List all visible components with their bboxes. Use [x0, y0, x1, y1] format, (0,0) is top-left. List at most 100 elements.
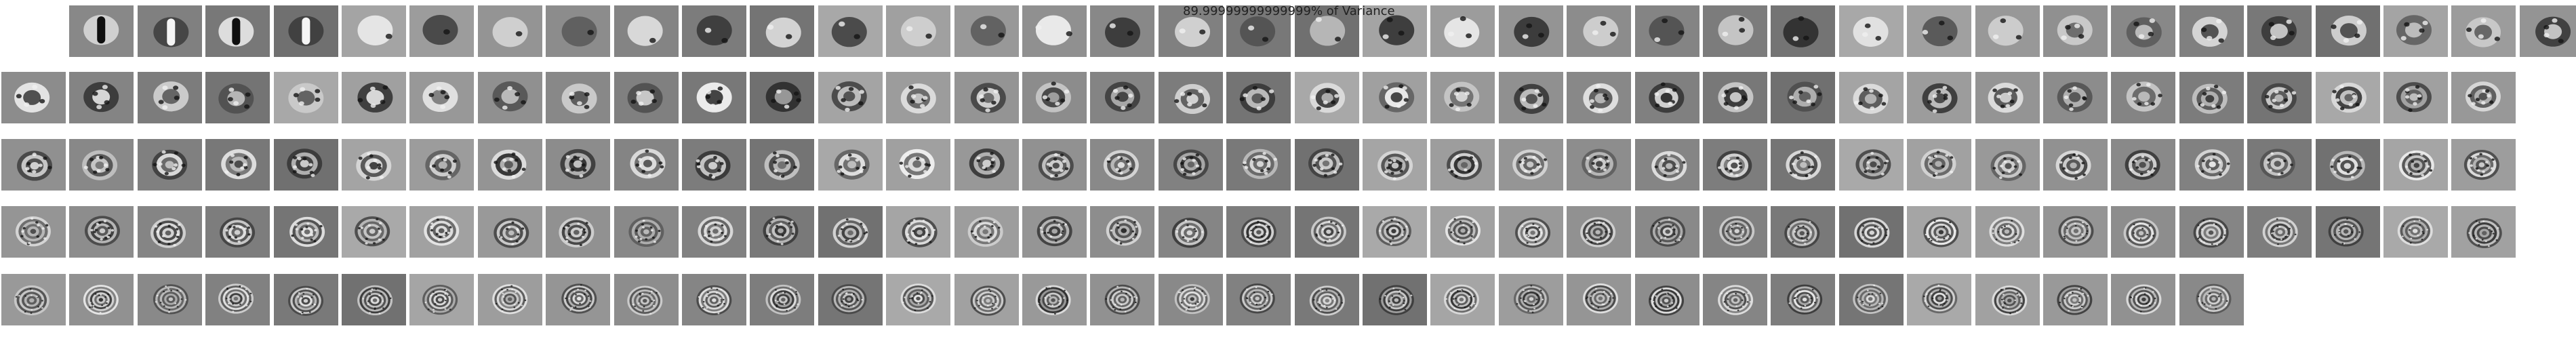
eigenimage-tile [137, 72, 202, 123]
eigenimage-tile [886, 139, 951, 191]
eigenimage-tile [1567, 5, 1632, 57]
eigenimage-tile [1158, 139, 1223, 191]
eigenimage-tile [477, 274, 542, 325]
eigenimage-tile [682, 5, 746, 57]
eigenimage-tile [1703, 5, 1767, 57]
eigenimage-tile [1498, 274, 1563, 325]
eigenimage-tile [1703, 206, 1767, 258]
eigenimage-tile [273, 72, 338, 123]
eigenimage-tile [2111, 274, 2176, 325]
eigenimage-tile [1838, 206, 1904, 258]
eigenimage-tile [1294, 139, 1359, 191]
eigenimage-tile [1498, 72, 1563, 123]
eigenimage-tile [750, 206, 815, 258]
eigenimage-tile [818, 72, 883, 123]
eigenimage-tile [1226, 274, 1291, 325]
eigenimage-tile [2315, 206, 2380, 258]
eigenimage-tile [886, 206, 951, 258]
eigenimage-tile [273, 274, 338, 325]
eigenimage-tile [954, 72, 1019, 123]
eigenimage-tile [1907, 5, 1972, 57]
eigenimage-tile [750, 72, 815, 123]
eigenimage-tile [750, 139, 815, 191]
eigenimage-tile [2247, 139, 2312, 191]
eigenimage-tile [69, 206, 134, 258]
eigenimage-tile [954, 206, 1019, 258]
eigenimage-tile [137, 5, 202, 57]
eigenimage-tile [1090, 139, 1155, 191]
eigenimage-tile [682, 72, 746, 123]
eigenimage-tile [1771, 206, 1836, 258]
eigenimage-tile [2179, 274, 2244, 325]
eigenimage-tile [1975, 5, 2040, 57]
eigenimage-tile [2383, 72, 2448, 123]
eigenimage-tile [2111, 139, 2176, 191]
eigenimage-tile [69, 139, 134, 191]
eigenimage-tile [2111, 5, 2176, 57]
eigenimage-tile [69, 274, 134, 325]
eigenimage-tile [69, 5, 134, 57]
eigenimage-tile [1226, 5, 1291, 57]
eigenimage-tile [1090, 72, 1155, 123]
eigenimage-tile [2315, 139, 2380, 191]
eigenimage-tile [1158, 274, 1223, 325]
eigenimage-tile [1022, 139, 1087, 191]
eigenimage-tile [205, 274, 270, 325]
eigenimage-tile [1363, 72, 1427, 123]
eigenimage-tile [2179, 72, 2244, 123]
eigenimage-tile [1, 139, 66, 191]
eigenimage-tile [546, 5, 611, 57]
eigenimage-tile [1975, 72, 2040, 123]
eigenimage-tile [818, 5, 883, 57]
eigenimage-tile [2247, 5, 2312, 57]
eigenimage-tile [273, 5, 338, 57]
eigenimage-tile [2451, 206, 2516, 258]
eigenimage-tile [477, 72, 542, 123]
eigenimage-tile [1294, 5, 1359, 57]
eigenimage-tile [342, 5, 406, 57]
eigenimage-tile [1975, 274, 2040, 325]
eigenimage-tile [886, 274, 951, 325]
eigenimage-tile [2043, 5, 2108, 57]
eigenimage-tile [818, 139, 883, 191]
eigenimage-tile [342, 206, 406, 258]
eigenimage-tile [2451, 5, 2516, 57]
eigenimage-tile [1838, 139, 1904, 191]
eigenimage-tile [1363, 5, 1427, 57]
eigenimage-tile [954, 5, 1019, 57]
eigenimage-tile [342, 274, 406, 325]
eigenimage-tile [205, 72, 270, 123]
eigenimage-tile [954, 274, 1019, 325]
eigenimage-tile [409, 206, 475, 258]
eigenimage-tile [1158, 5, 1223, 57]
eigenimage-tile [2111, 72, 2176, 123]
eigenimage-tile [1158, 206, 1223, 258]
eigenimage-tile [1567, 274, 1632, 325]
eigenimage-tile [1430, 72, 1495, 123]
eigenimage-tile [1090, 5, 1155, 57]
eigenimage-tile [1975, 139, 2040, 191]
eigenimage-tile [1703, 72, 1767, 123]
eigenimage-tile [1022, 274, 1087, 325]
eigenimage-tile [342, 139, 406, 191]
eigenimage-tile [205, 206, 270, 258]
eigenimage-tile [1634, 206, 1699, 258]
eigenimage-tile [205, 5, 270, 57]
eigenimage-tile [342, 72, 406, 123]
eigenimage-tile [2179, 139, 2244, 191]
eigenimage-tile [137, 206, 202, 258]
eigenimage-tile [2383, 139, 2448, 191]
eigenimage-tile [1, 274, 66, 325]
eigenimage-tile [2247, 72, 2312, 123]
eigenimage-tile [2451, 72, 2516, 123]
eigenimage-tile [1022, 206, 1087, 258]
eigenimage-tile [1567, 206, 1632, 258]
figure-title: 89.99999999999999% of Variance [1183, 4, 1395, 18]
eigenimage-tile [1294, 72, 1359, 123]
eigenimage-tile [1771, 5, 1836, 57]
eigenimage-tile [1158, 72, 1223, 123]
eigenimage-tile [409, 274, 475, 325]
eigenimage-tile [2383, 5, 2448, 57]
eigenimage-tile [1294, 206, 1359, 258]
